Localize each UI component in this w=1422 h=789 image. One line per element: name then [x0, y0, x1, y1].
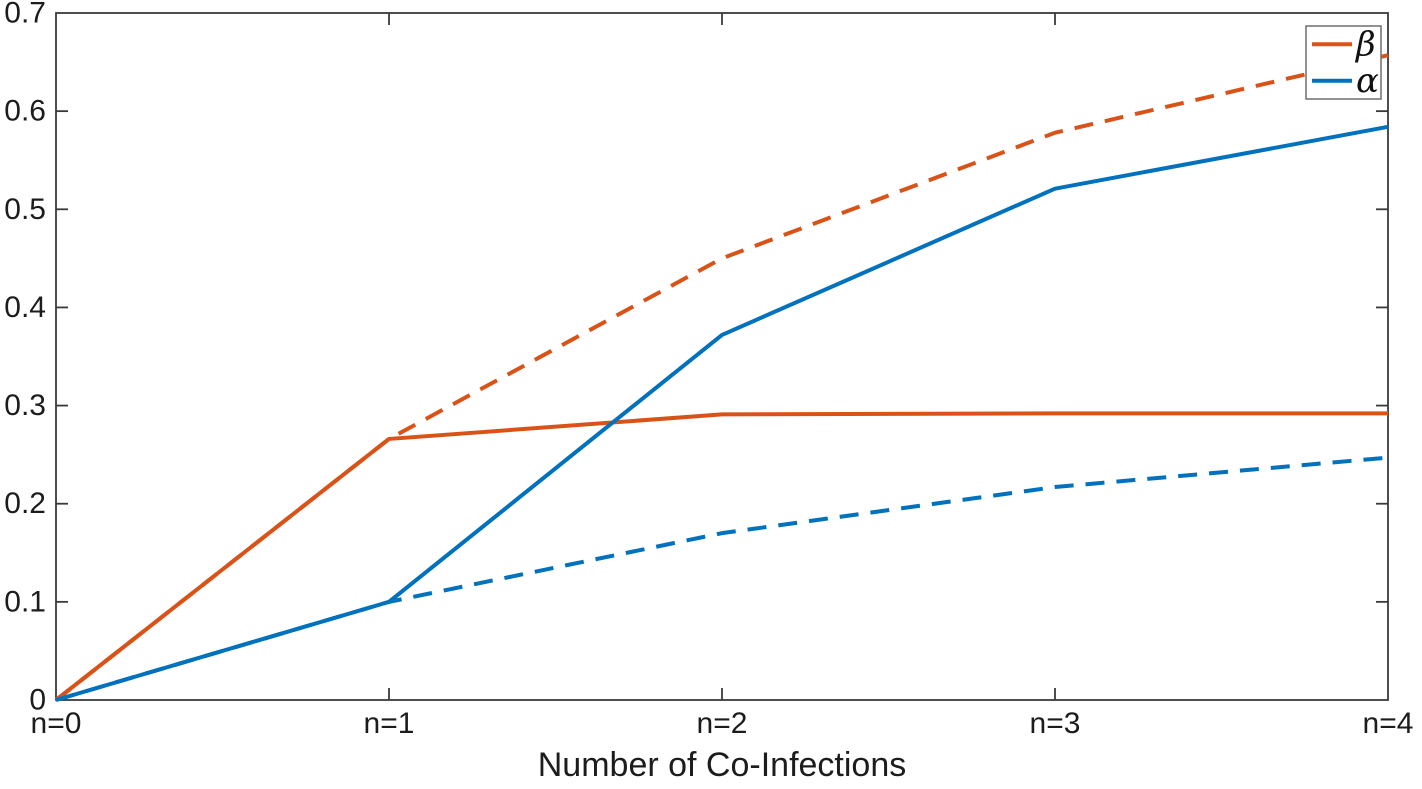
- series-line-beta-dashed: [54, 53, 1389, 702]
- x-tick-label: n=4: [1363, 707, 1414, 740]
- series-line-beta-solid: [54, 411, 1388, 702]
- legend-box: [1305, 25, 1382, 100]
- y-tick-label: 0.5: [4, 193, 46, 226]
- x-tick-label: n=3: [1030, 707, 1081, 740]
- x-tick-label: n=1: [364, 707, 415, 740]
- series-line-alpha-solid: [55, 124, 1389, 702]
- y-tick-label: 0.2: [4, 487, 46, 520]
- y-tick-label: 0.4: [4, 291, 46, 324]
- plot-border: [55, 12, 1389, 701]
- y-tick-label: 0.7: [4, 0, 46, 30]
- y-tick-label: 0.1: [4, 585, 46, 618]
- x-tick-label: n=0: [31, 707, 82, 740]
- y-tick-label: 0.6: [4, 95, 46, 128]
- legend-label-alpha-solid: α: [1356, 61, 1379, 101]
- legend: βα: [1305, 24, 1382, 101]
- x-tick-label: n=2: [697, 707, 748, 740]
- legend-label-beta-solid: β: [1354, 24, 1376, 64]
- y-tick-label: 0.3: [4, 389, 46, 422]
- x-axis-label: Number of Co-Infections: [537, 746, 907, 784]
- y-tick-label: 0: [29, 684, 46, 717]
- series-line-alpha-dashed: [55, 455, 1389, 702]
